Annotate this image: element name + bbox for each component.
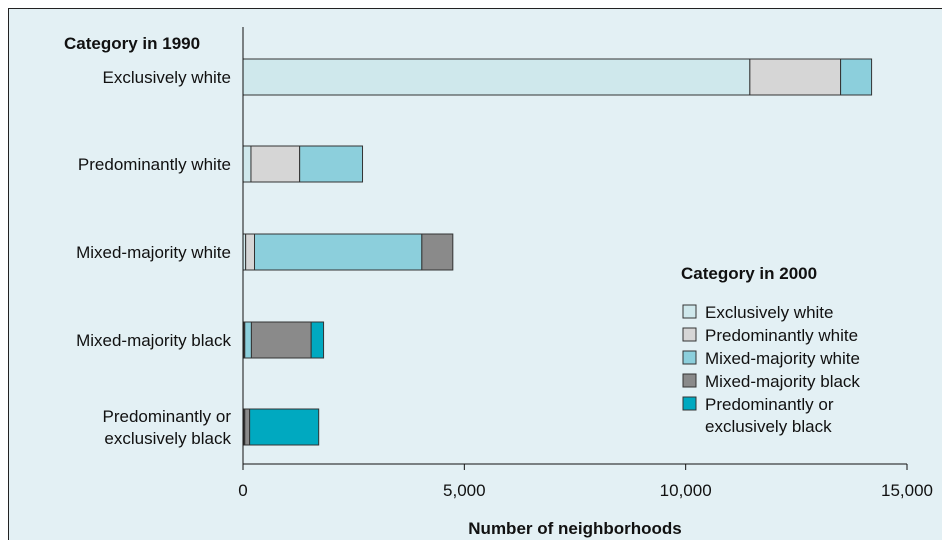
legend-swatch: [682, 350, 697, 365]
x-tick-label: 15,000: [881, 481, 933, 500]
bar-segment: [242, 145, 252, 183]
legend-label: Mixed-majority black: [705, 372, 860, 391]
legend-label: exclusively black: [705, 417, 832, 436]
category-label: Exclusively white: [103, 68, 232, 87]
bars-layer: [242, 58, 873, 446]
bar-segment: [421, 233, 454, 271]
bar-segment: [242, 58, 751, 96]
bar-segment: [749, 58, 842, 96]
axes-layer: 0 5,000 10,000 15,000: [238, 27, 933, 500]
bar-segment: [250, 145, 301, 183]
legend-label: Exclusively white: [705, 303, 834, 322]
legend-swatch: [682, 304, 697, 319]
x-tick-label: 10,000: [660, 481, 712, 500]
x-tick-label: 0: [238, 481, 247, 500]
legend-title: Category in 2000: [681, 264, 817, 283]
category-label: Predominantly or: [102, 407, 231, 426]
x-axis-title: Number of neighborhoods: [468, 519, 681, 538]
chart-frame: 0 5,000 10,000 15,000 Exclusively white Pred…: [8, 8, 942, 540]
legend-label: Mixed-majority white: [705, 349, 860, 368]
bar-segment: [840, 58, 873, 96]
bar-segment: [245, 233, 256, 271]
legend-swatch: [682, 373, 697, 388]
bar-segment: [310, 321, 325, 359]
category-label: Predominantly white: [78, 155, 231, 174]
bar-segment: [249, 408, 320, 446]
bar-segment: [299, 145, 364, 183]
bar-segment: [250, 321, 312, 359]
legend: Category in 2000 Exclusively white Predomi…: [681, 264, 860, 436]
legend-label: Predominantly or: [705, 395, 834, 414]
category-label: Mixed-majority white: [76, 243, 231, 262]
legend-swatch: [682, 327, 697, 342]
x-tick-label: 5,000: [443, 481, 486, 500]
legend-label: Predominantly white: [705, 326, 858, 345]
category-label: Mixed-majority black: [76, 331, 231, 350]
bar-segment: [244, 408, 251, 446]
y-axis-title: Category in 1990: [64, 34, 200, 53]
category-label: exclusively black: [104, 429, 231, 448]
bar-segment: [244, 321, 252, 359]
category-labels-layer: Exclusively white Predominantly white Mixe…: [76, 68, 231, 448]
bar-segment: [254, 233, 423, 271]
legend-swatch: [682, 396, 697, 411]
stacked-bar-chart: 0 5,000 10,000 15,000 Exclusively white Pred…: [64, 27, 933, 538]
